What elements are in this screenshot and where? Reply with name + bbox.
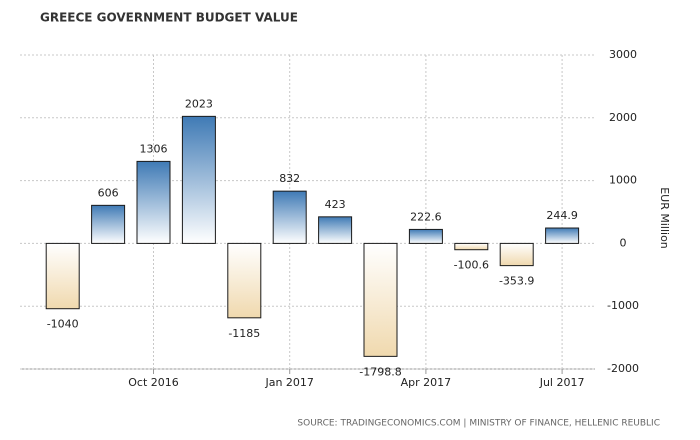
bar [136, 160, 171, 244]
bar [499, 242, 534, 267]
data-label: -1185 [228, 327, 260, 340]
bar [318, 216, 353, 244]
y-axis-label: EUR Million [658, 187, 671, 249]
y-tick-label: 0 [620, 236, 627, 249]
bar [45, 242, 80, 310]
data-label: -353.9 [499, 275, 534, 288]
bar [181, 115, 216, 244]
chart-title: GREECE GOVERNMENT BUDGET VALUE [40, 11, 298, 25]
data-label: 423 [325, 198, 346, 211]
bar [408, 228, 443, 244]
data-label: 2023 [185, 97, 213, 110]
bar [91, 204, 126, 244]
bar [545, 227, 580, 244]
y-tick-label: -1000 [607, 299, 639, 312]
bar [363, 242, 398, 357]
x-tick-label: Oct 2016 [128, 376, 179, 389]
bar [227, 242, 262, 319]
data-label: 222.6 [410, 210, 442, 223]
bar [454, 242, 489, 251]
y-tick-label: 2000 [609, 111, 637, 124]
data-label: -100.6 [454, 259, 489, 272]
data-label: -1040 [47, 318, 79, 331]
y-tick-label: -2000 [607, 362, 639, 375]
source: SOURCE: TRADINGECONOMICS.COM | MINISTRY … [297, 419, 660, 429]
data-label: 244.9 [546, 209, 578, 222]
data-label: -1798.8 [359, 365, 401, 378]
x-tick-label: Jan 2017 [264, 376, 313, 389]
x-tick-label: Jul 2017 [539, 376, 585, 389]
y-tick-label: 3000 [609, 48, 637, 61]
data-label: 832 [279, 172, 300, 185]
y-tick-label: 1000 [609, 174, 637, 187]
data-label: 1306 [140, 142, 168, 155]
data-label: 606 [98, 186, 119, 199]
x-tick-label: Apr 2017 [401, 376, 452, 389]
bar [272, 190, 307, 244]
